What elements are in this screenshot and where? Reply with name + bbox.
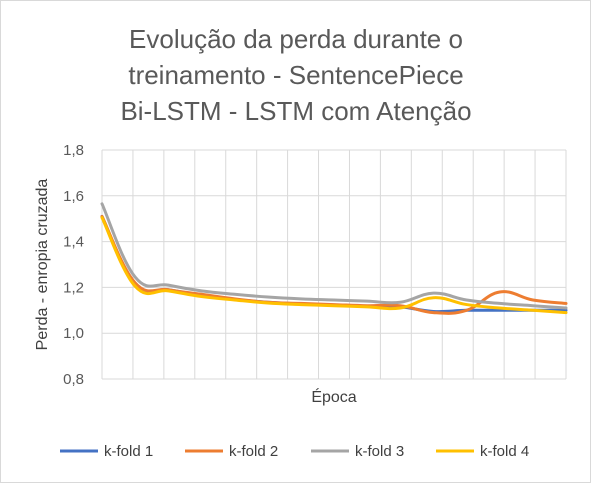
vertical-gridlines: [101, 150, 567, 379]
chart-title: Evolução da perda durante o treinamento …: [61, 21, 531, 129]
y-axis-title: Perda - enropia cruzada: [34, 179, 51, 351]
series-line-3: [100, 202, 568, 310]
legend: k-fold 1 k-fold 2 k-fold 3 k-fold 4: [60, 443, 529, 460]
legend-label-2: k-fold 2: [229, 443, 278, 460]
chart-title-line-2: treinamento - SentencePiece: [128, 60, 464, 90]
chart-title-line-1: Evolução da perda durante o: [129, 24, 463, 54]
legend-label-4: k-fold 4: [480, 443, 529, 460]
y-tick-label: 0,8: [63, 371, 84, 388]
y-tick-labels: 0,8 1,0 1,2 1,4 1,6 1,8: [63, 142, 84, 388]
y-tick-label: 1,6: [63, 188, 84, 205]
legend-label-3: k-fold 3: [355, 443, 404, 460]
legend-label-1: k-fold 1: [104, 443, 153, 460]
chart-title-line-3: Bi-LSTM - LSTM com Atenção: [120, 96, 472, 126]
y-tick-label: 1,0: [63, 325, 84, 342]
y-tick-label: 1,4: [63, 234, 84, 251]
y-tick-label: 1,8: [63, 142, 84, 159]
series-line-4: [100, 216, 568, 315]
y-tick-label: 1,2: [63, 279, 84, 296]
series-lines: [100, 202, 568, 315]
horizontal-gridlines: [102, 149, 566, 380]
series-line-1: [100, 214, 568, 314]
x-axis-title: Época: [311, 387, 356, 406]
